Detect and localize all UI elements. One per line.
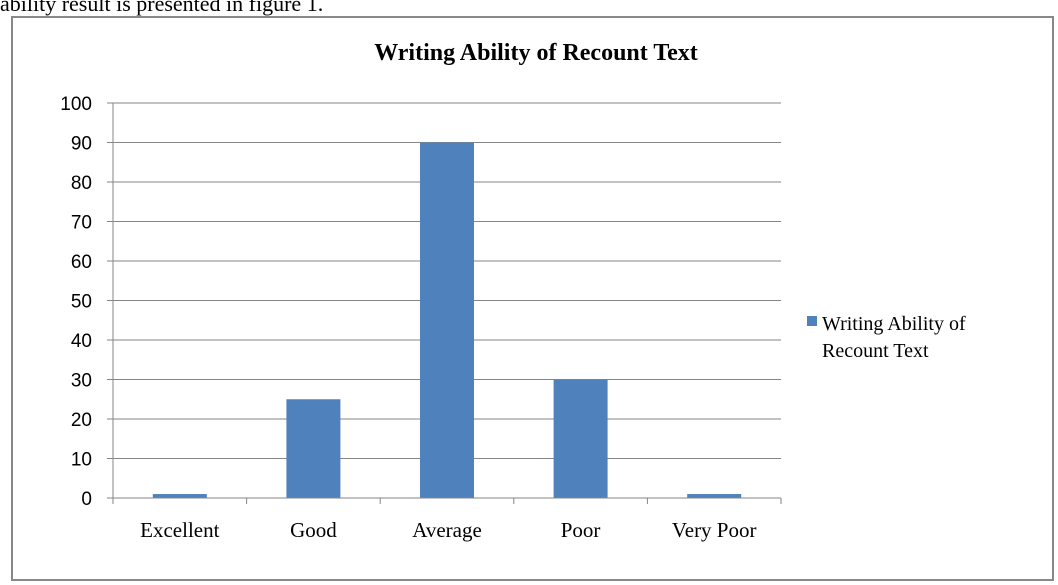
chart-frame [11, 16, 1054, 581]
bar-excellent [152, 494, 207, 498]
x-tick-label-excellent: Excellent [140, 518, 219, 542]
y-tick-label-100: 100 [60, 94, 92, 115]
x-tick-label-very-poor: Very Poor [672, 518, 757, 542]
legend: Writing Ability of Recount Text [807, 313, 966, 362]
bar-good [286, 399, 341, 498]
legend-swatch [807, 316, 817, 326]
x-tick-label-average: Average [412, 518, 482, 542]
y-tick-label-20: 20 [71, 410, 92, 431]
bar-poor [553, 379, 608, 498]
y-tick-label-70: 70 [71, 213, 92, 234]
page-caption: ability result is presented in figure 1. [0, 0, 324, 16]
legend-label-line-2: Recount Text [822, 340, 929, 362]
y-tick-label-40: 40 [71, 331, 92, 352]
y-tick-label-0: 0 [81, 489, 92, 510]
axes [107, 102, 782, 504]
x-tick-label-poor: Poor [561, 518, 601, 542]
bars [152, 142, 742, 498]
x-tick-label-good: Good [290, 518, 337, 542]
y-tick-label-80: 80 [71, 173, 92, 194]
y-tick-label-30: 30 [71, 371, 92, 392]
y-tick-labels: 0 10 20 30 40 50 60 70 80 90 100 [60, 94, 92, 510]
bar-very-poor [687, 494, 742, 498]
chart-title: Writing Ability of Recount Text [374, 40, 698, 66]
y-tick-label-50: 50 [71, 292, 92, 313]
y-tick-label-90: 90 [71, 134, 92, 155]
legend-label-line-1: Writing Ability of [822, 313, 966, 335]
bar-average [420, 142, 474, 498]
x-tick-labels: Excellent Good Average Poor Very Poor [140, 518, 756, 542]
y-tick-label-60: 60 [71, 252, 92, 273]
y-tick-label-10: 10 [71, 450, 92, 471]
